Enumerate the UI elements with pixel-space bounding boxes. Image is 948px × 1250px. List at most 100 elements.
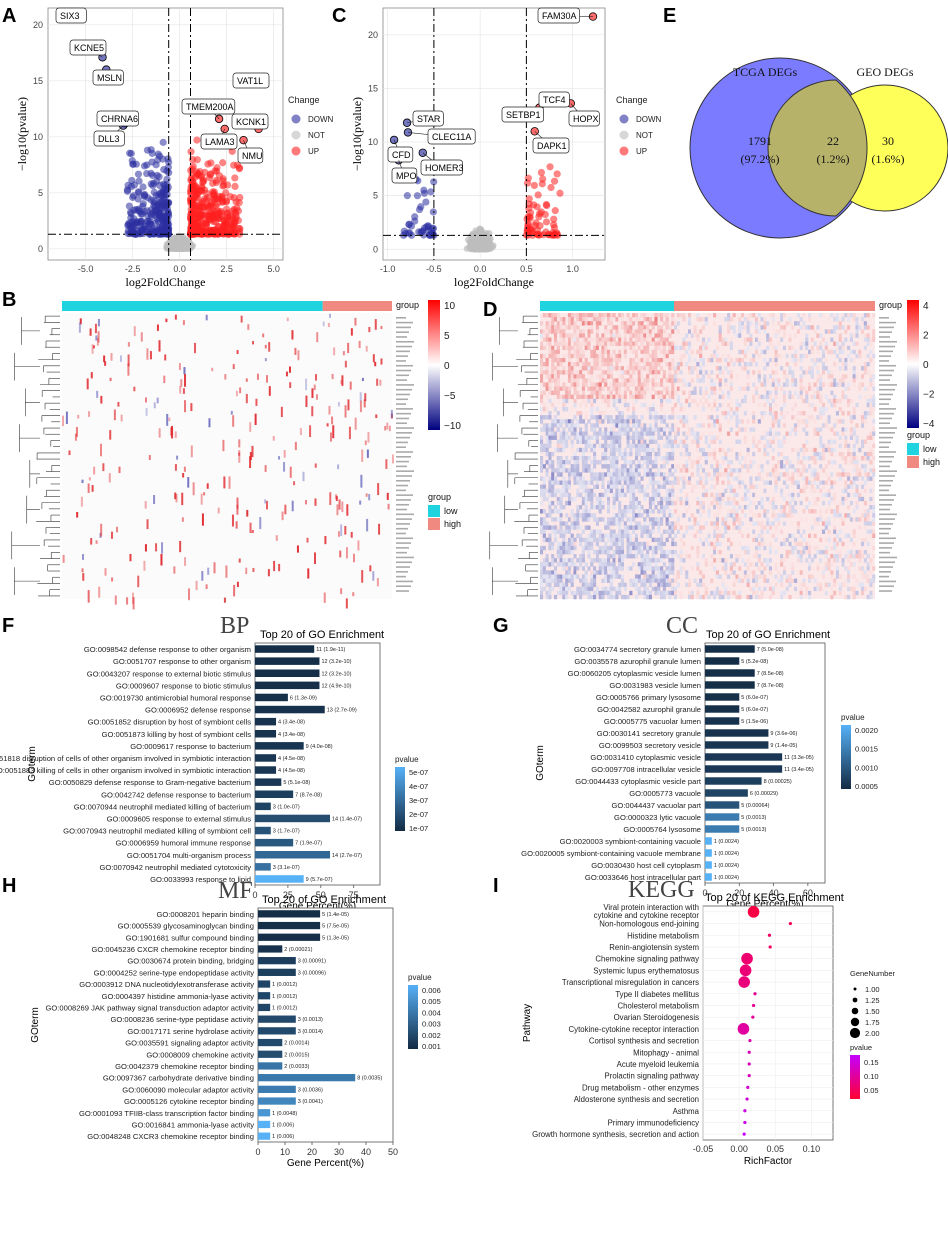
- heatmap-cell: [777, 353, 781, 359]
- heatmap-cell: [830, 313, 834, 318]
- heatmap-cell: [782, 329, 786, 334]
- heatmap-cell: [687, 402, 692, 408]
- heatmap-cell: [618, 411, 622, 416]
- heatmap-cell: [816, 415, 820, 420]
- heatmap-cell: [587, 321, 591, 326]
- heatmap-cell: [841, 325, 845, 330]
- heatmap-cell: [682, 345, 686, 351]
- heatmap-cell: [565, 345, 569, 351]
- heatmap-cell: [595, 362, 599, 367]
- heatmap-cell: [607, 390, 611, 396]
- heatmap-cell: [615, 378, 619, 383]
- heatmap-cell: [376, 378, 379, 386]
- heatmap-cell: [863, 321, 867, 326]
- heatmap-cell: [654, 374, 658, 379]
- heatmap-cell: [593, 415, 597, 420]
- heatmap-cell: [760, 415, 764, 420]
- heatmap-cell: [813, 390, 817, 396]
- heatmap-cell: [283, 462, 286, 472]
- heatmap-cell: [863, 337, 867, 342]
- row-label-placeholder: [396, 388, 412, 391]
- heatmap-cell: [542, 333, 546, 338]
- heatmap-cell: [361, 377, 364, 382]
- heatmap-cell: [545, 337, 549, 342]
- heatmap-cell: [620, 321, 625, 326]
- point-down: [140, 208, 149, 216]
- row-label-placeholder: [396, 561, 412, 564]
- heatmap-cell: [551, 427, 555, 432]
- heatmap-cell: [654, 362, 658, 367]
- heatmap-cell: [88, 411, 91, 417]
- heatmap-cell: [701, 374, 706, 379]
- heatmap-cell: [660, 357, 664, 363]
- heatmap-cell: [858, 382, 862, 387]
- heatmap-cell: [648, 423, 652, 428]
- heatmap-cell: [852, 317, 856, 322]
- heatmap-cell: [679, 415, 683, 420]
- heatmap-cell: [68, 450, 71, 456]
- heatmap-cell: [629, 382, 633, 387]
- heatmap-cell: [626, 321, 630, 326]
- heatmap-cell: [573, 374, 577, 379]
- panel-label-e: E: [663, 5, 676, 27]
- heatmap-cell: [690, 366, 694, 371]
- point-label: DAPK1: [537, 141, 567, 151]
- heatmap-cell: [595, 357, 599, 363]
- legend-key-high: [428, 518, 440, 530]
- heatmap-cell: [727, 313, 731, 318]
- heatmap-cell: [732, 329, 736, 334]
- heatmap-cell: [802, 386, 806, 391]
- heatmap-cell: [833, 423, 837, 428]
- heatmap-cell: [844, 337, 848, 342]
- point-label: CHRNA6: [101, 114, 138, 124]
- heatmap-cell: [573, 345, 577, 351]
- point-down: [424, 223, 433, 231]
- heatmap-cell: [721, 370, 725, 375]
- heatmap-cell: [872, 406, 876, 412]
- heatmap-cell: [676, 313, 680, 318]
- heatmap-cell: [607, 341, 611, 346]
- heatmap-cell: [367, 432, 370, 443]
- heatmap-cell: [634, 370, 639, 375]
- heatmap-cell: [618, 337, 622, 342]
- heatmap-cell: [835, 313, 840, 318]
- heatmap-cell: [629, 341, 633, 346]
- heatmap-cell: [553, 341, 558, 346]
- heatmap-cell: [866, 325, 870, 330]
- heatmap-cell: [802, 325, 806, 330]
- heatmap-cell: [236, 581, 239, 587]
- heatmap-cell: [687, 382, 692, 387]
- heatmap-cell: [699, 423, 703, 428]
- point-up: [526, 213, 534, 221]
- heatmap-cell: [841, 366, 845, 371]
- heatmap-cell: [657, 313, 661, 318]
- heatmap-cell: [230, 410, 233, 415]
- heatmap-cell: [579, 427, 583, 432]
- heatmap-cell: [626, 325, 630, 330]
- heatmap-cell: [556, 353, 560, 359]
- heatmap-cell: [674, 390, 678, 396]
- heatmap-cell: [819, 345, 823, 351]
- heatmap-cell: [629, 349, 633, 355]
- heatmap-cell: [273, 560, 276, 572]
- heatmap-cell: [754, 337, 759, 342]
- heatmap-cell: [704, 345, 708, 351]
- point-up: [198, 200, 206, 208]
- heatmap-cell: [352, 553, 355, 563]
- row-label-placeholder: [396, 331, 409, 333]
- heatmap-cell: [181, 517, 184, 522]
- heatmap-cell: [604, 415, 608, 420]
- heatmap-cell: [855, 321, 859, 326]
- heatmap-cell: [579, 341, 583, 346]
- heatmap-cell: [553, 386, 558, 391]
- heatmap-cell: [746, 382, 750, 387]
- heatmap-cell: [565, 406, 569, 412]
- heatmap-cell: [651, 353, 655, 359]
- heatmap-cell: [629, 394, 633, 400]
- heatmap-cell: [570, 313, 574, 318]
- heatmap-cell: [587, 329, 591, 334]
- heatmap-cell: [718, 329, 722, 334]
- point-up: [545, 230, 553, 239]
- heatmap-cell: [590, 317, 594, 322]
- point-up: [191, 181, 199, 189]
